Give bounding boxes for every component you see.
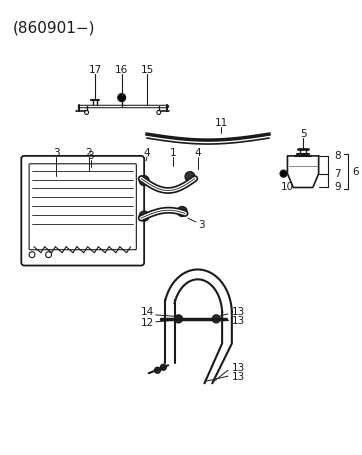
Circle shape bbox=[280, 170, 287, 177]
Circle shape bbox=[139, 211, 149, 221]
Circle shape bbox=[155, 367, 160, 373]
Circle shape bbox=[118, 94, 126, 101]
Text: 3: 3 bbox=[198, 220, 205, 230]
Text: 6: 6 bbox=[352, 167, 358, 177]
Circle shape bbox=[185, 172, 195, 182]
Text: 15: 15 bbox=[140, 65, 154, 75]
FancyBboxPatch shape bbox=[29, 164, 136, 250]
Circle shape bbox=[212, 315, 220, 323]
Text: 7: 7 bbox=[334, 169, 341, 179]
Text: 1: 1 bbox=[170, 148, 177, 158]
Text: 3: 3 bbox=[87, 151, 94, 161]
Text: (860901−): (860901−) bbox=[13, 20, 95, 35]
Text: 11: 11 bbox=[215, 118, 228, 128]
Text: 4: 4 bbox=[144, 148, 150, 158]
Polygon shape bbox=[287, 156, 319, 187]
Text: 14: 14 bbox=[141, 307, 154, 317]
FancyBboxPatch shape bbox=[21, 156, 144, 266]
Text: 13: 13 bbox=[232, 307, 245, 317]
Text: 2: 2 bbox=[85, 148, 92, 158]
Text: 5: 5 bbox=[300, 129, 306, 139]
Text: 13: 13 bbox=[232, 316, 245, 326]
Text: 9: 9 bbox=[334, 182, 341, 192]
Text: 4: 4 bbox=[194, 148, 201, 158]
Text: 13: 13 bbox=[232, 363, 245, 373]
Text: 13: 13 bbox=[232, 372, 245, 382]
Circle shape bbox=[139, 176, 149, 186]
Circle shape bbox=[160, 364, 166, 370]
Text: 17: 17 bbox=[89, 65, 102, 75]
Text: 12: 12 bbox=[141, 318, 154, 328]
Text: 8: 8 bbox=[334, 151, 341, 161]
Text: 10: 10 bbox=[281, 182, 294, 192]
Text: 3: 3 bbox=[53, 148, 60, 158]
Circle shape bbox=[177, 207, 187, 217]
Text: 16: 16 bbox=[115, 65, 129, 75]
Circle shape bbox=[174, 315, 182, 323]
